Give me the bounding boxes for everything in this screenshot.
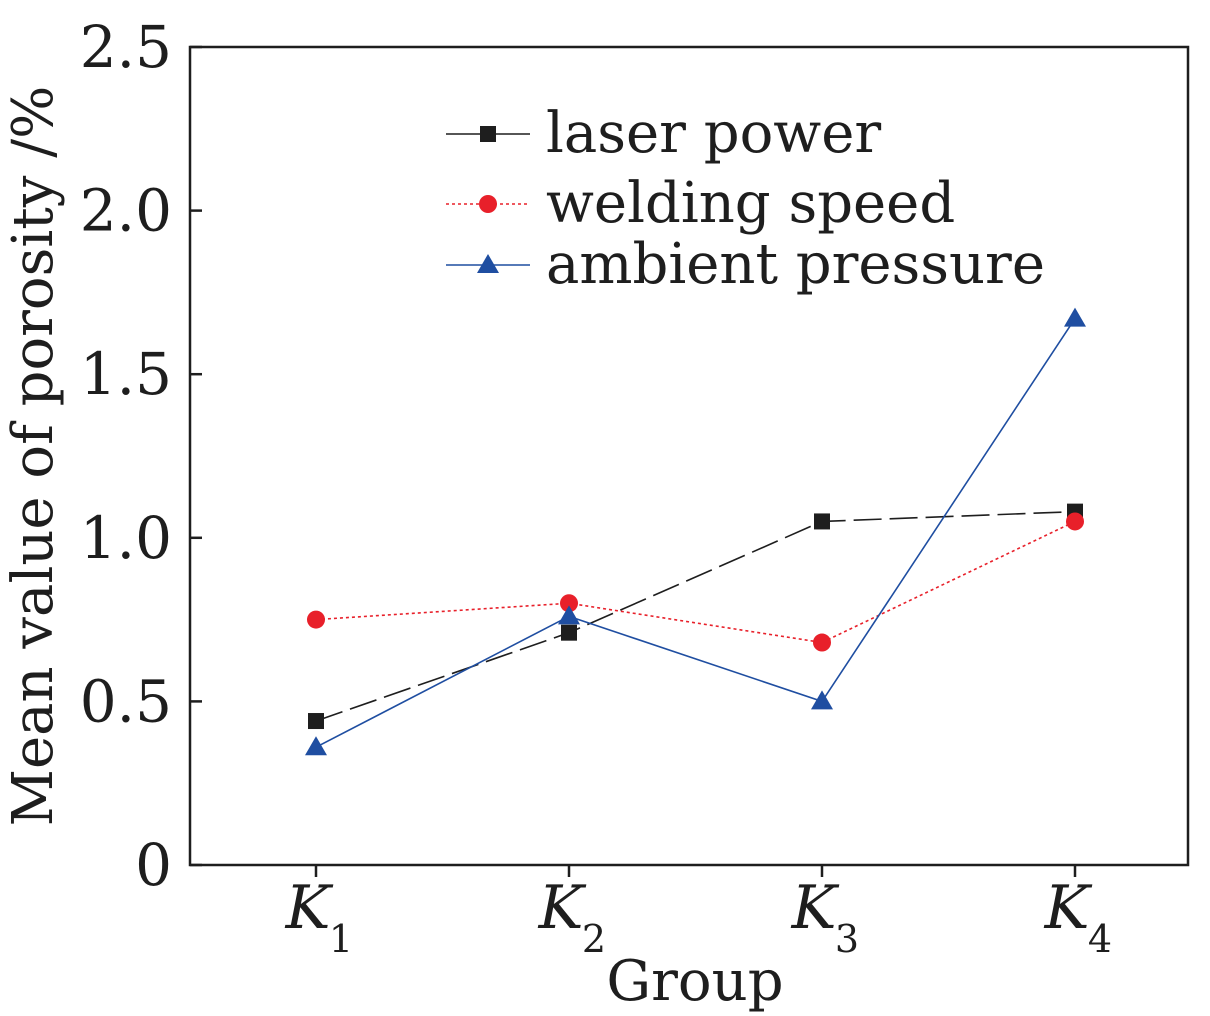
legend-marker [479, 195, 497, 213]
x-tick-label-sub: 2 [582, 917, 606, 961]
y-tick-label: 0.5 [80, 667, 172, 735]
data-point [307, 610, 325, 629]
data-point [1066, 512, 1084, 531]
x-tick-label: K2 [538, 873, 607, 961]
legend-label: laser power [546, 101, 881, 166]
y-tick-label: 2.5 [80, 13, 172, 81]
data-point [814, 513, 830, 530]
data-point [560, 594, 578, 613]
series-welding-speed [307, 512, 1084, 652]
y-tick-label: 1.5 [80, 340, 172, 408]
y-tick-label: 1.0 [80, 504, 172, 572]
y-tick-label: 2.0 [80, 177, 172, 245]
series-layer [305, 307, 1086, 756]
x-axis-title: Group [606, 949, 783, 1014]
x-tick-label: K1 [285, 873, 354, 961]
legend-marker [480, 126, 496, 142]
y-tick-label: 0 [135, 831, 172, 899]
series-line [315, 318, 1076, 748]
x-tick-label-sub: 3 [835, 917, 859, 961]
legend-item: ambient pressure [446, 232, 1045, 297]
data-point [813, 633, 831, 652]
data-point [811, 690, 833, 710]
data-point [1064, 307, 1086, 327]
series-line [315, 510, 1076, 722]
data-point [558, 605, 580, 625]
x-axis: K1 K2 K3 K4 [285, 865, 1113, 961]
legend-item: laser power [446, 101, 881, 166]
x-tick-label-sub: 4 [1088, 917, 1112, 961]
x-tick-label: K4 [1044, 873, 1113, 961]
data-point [308, 713, 324, 730]
x-tick-label-main: K [285, 873, 334, 943]
y-axis: 0 0.5 1.0 1.5 2.0 2.5 [80, 13, 202, 899]
series-line [315, 520, 1076, 644]
series-ambient-pressure [305, 307, 1086, 756]
x-tick-label: K3 [791, 873, 860, 961]
y-axis-title: Mean value of porosity /% [1, 86, 66, 827]
legend-label: welding speed [546, 171, 955, 236]
legend-marker [477, 254, 499, 273]
x-tick-label-main: K [791, 873, 840, 943]
x-tick-label-main: K [538, 873, 587, 943]
data-point [561, 624, 577, 641]
x-tick-label-main: K [1044, 873, 1093, 943]
plot-frame [188, 45, 1190, 867]
x-tick-label-sub: 1 [329, 917, 353, 961]
data-point [305, 736, 327, 756]
legend-label: ambient pressure [546, 232, 1045, 297]
legend-item: welding speed [446, 171, 955, 236]
series-laser-power [308, 503, 1083, 730]
